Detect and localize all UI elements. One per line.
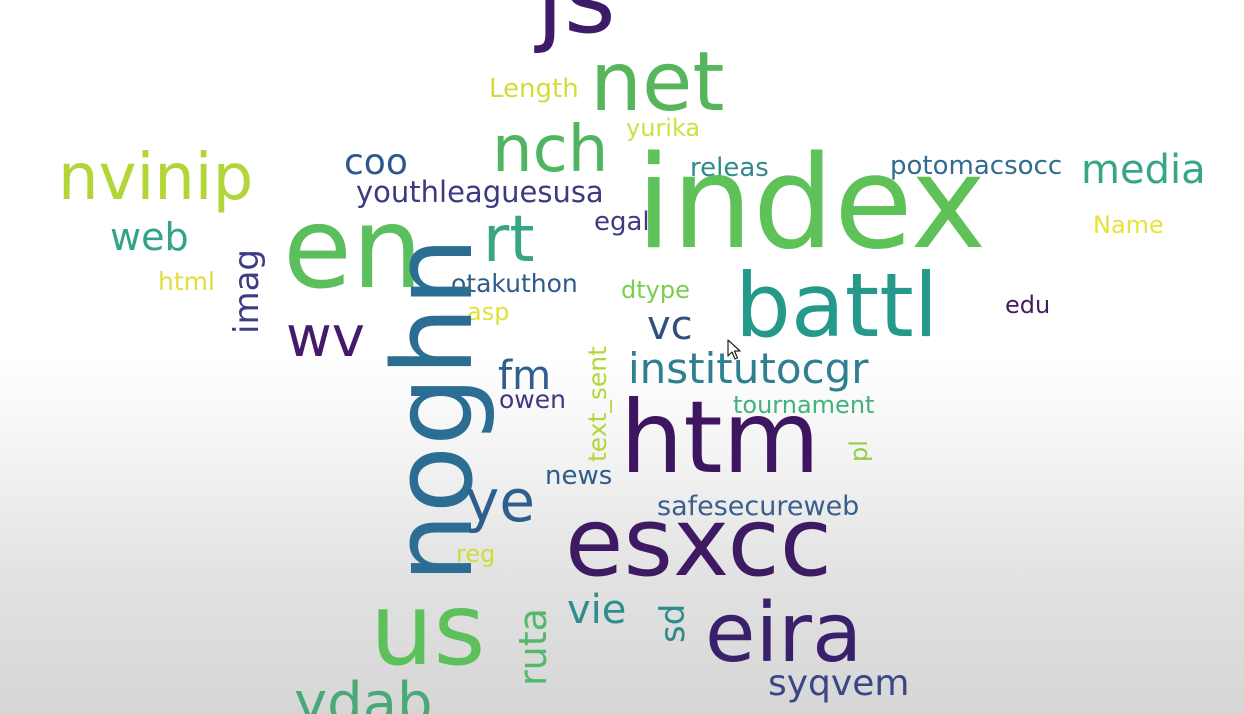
word-otakuthon: otakuthon [451, 269, 578, 298]
word-vc: vc [647, 303, 693, 349]
word-rt: rt [483, 203, 535, 277]
word-name: Name [1093, 211, 1164, 239]
word-web: web [110, 215, 189, 259]
word-nch: nch [492, 113, 609, 187]
word-battl: battl [735, 254, 939, 357]
word-media: media [1081, 147, 1206, 193]
word-vie: vie [567, 587, 627, 633]
word-owen: owen [499, 385, 566, 414]
word-ye: ye [465, 467, 536, 535]
word-ydab: ydab [294, 671, 433, 714]
word-institutocgr: institutocgr [628, 344, 869, 393]
word-nvinip: nvinip [58, 141, 254, 215]
word-wv: wv [286, 305, 365, 370]
word-youthleaguesusa: youthleaguesusa [356, 175, 604, 209]
word-net: net [590, 35, 725, 130]
word-index: index [636, 129, 987, 278]
word-htm: htm [620, 379, 820, 496]
word-syqvem: syqvem [768, 663, 910, 704]
word-potomacsocc: potomacsocc [890, 151, 1063, 181]
word-sd: sd [653, 603, 693, 643]
word-html: html [158, 267, 215, 296]
word-eira: eira [705, 586, 863, 681]
word-egal: egal [594, 207, 650, 237]
word-dtype: dtype [621, 276, 690, 304]
word-ruta: ruta [511, 608, 555, 686]
word-releas: releas [690, 153, 769, 183]
word-esxcc: esxcc [565, 488, 832, 598]
word-tournament: tournament [733, 391, 875, 419]
mouse-cursor-icon [727, 339, 741, 360]
word-asp: asp [467, 298, 510, 326]
word-pl: pl [845, 440, 873, 462]
word-reg: reg [456, 540, 496, 568]
word-news: news [545, 461, 613, 491]
word-en: en [283, 184, 423, 314]
word-fm: fm [498, 353, 552, 399]
word-yurika: yurika [626, 114, 701, 142]
word-js: js [536, 0, 616, 48]
word-edu: edu [1005, 291, 1051, 319]
word-length: Length [489, 74, 579, 104]
word-coo: coo [344, 142, 408, 183]
word-safesecureweb: safesecureweb [657, 491, 860, 522]
word-us: us [370, 571, 486, 688]
word-text-sent: text_sent [583, 346, 612, 462]
word-imag: imag [227, 249, 267, 334]
